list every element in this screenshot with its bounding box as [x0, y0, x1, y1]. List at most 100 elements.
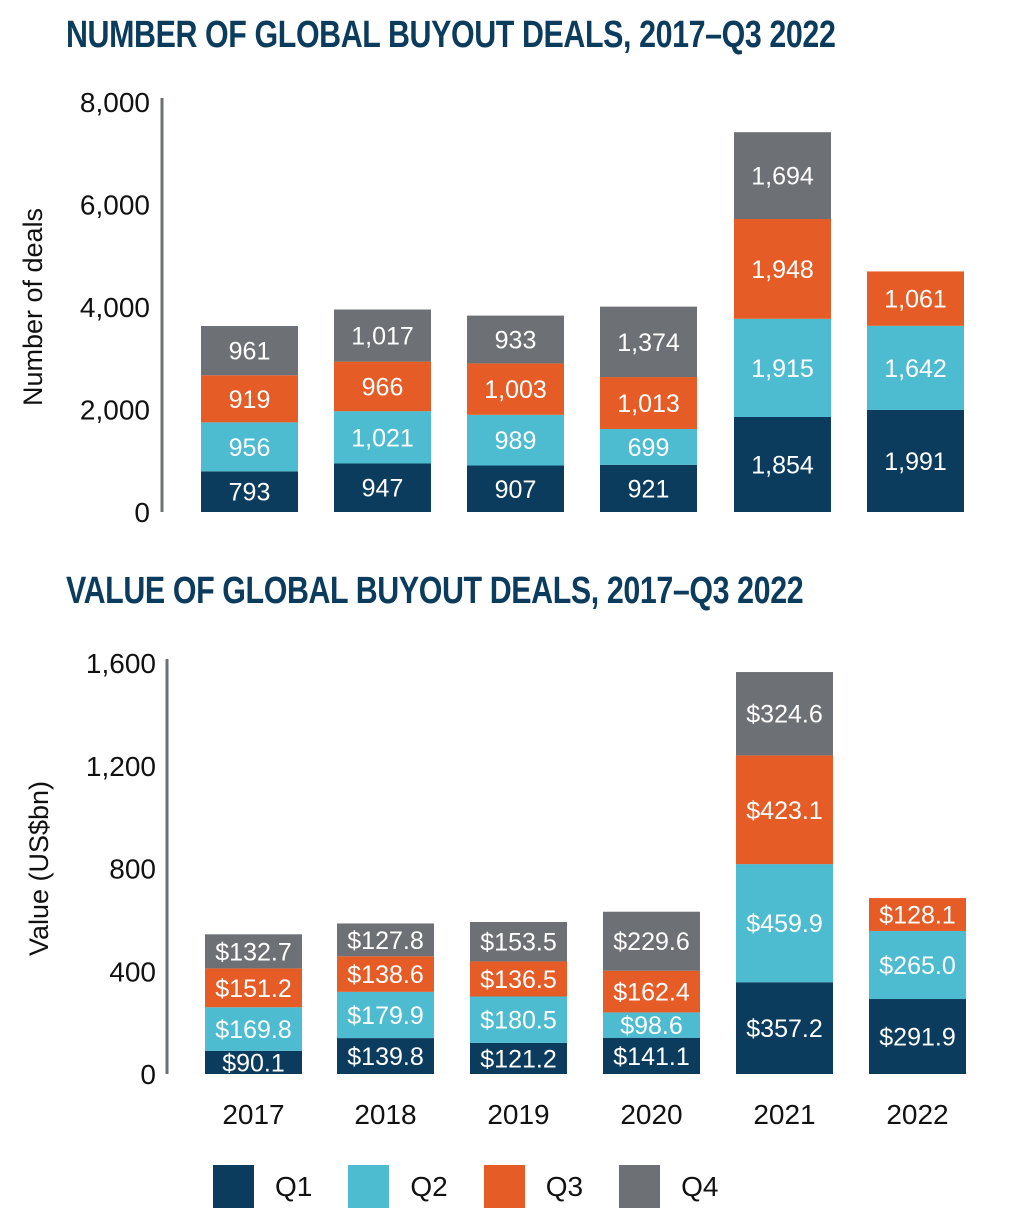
legend-item-q4: Q4 [619, 1165, 718, 1208]
bar-data-label: $139.8 [347, 1043, 423, 1071]
bar-data-label: $121.2 [480, 1045, 556, 1073]
bar-2020-q3 [603, 970, 700, 1013]
bar-data-label: 961 [229, 338, 271, 366]
x-category-label: 2022 [886, 1099, 948, 1130]
bar-data-label: 1,694 [751, 163, 814, 191]
bar-2017-q1 [201, 471, 298, 512]
bar-2021-q2 [734, 318, 831, 417]
y-tick-label: 0 [140, 1059, 156, 1090]
x-category-label: 2019 [487, 1099, 549, 1130]
bar-2018-q2 [337, 991, 434, 1039]
bar-data-label: 907 [495, 476, 537, 504]
bar-2017-q2 [205, 1007, 302, 1051]
bar-2018-q3 [337, 956, 434, 992]
legend-item-q1: Q1 [213, 1165, 312, 1208]
bar-2021-q2 [736, 864, 833, 983]
bar-data-label: 921 [628, 475, 670, 503]
bar-2021-q1 [734, 416, 831, 512]
bar-data-label: 1,017 [351, 323, 414, 351]
bar-data-label: 919 [229, 386, 271, 414]
bar-data-label: $98.6 [620, 1012, 683, 1040]
bar-2021-q3 [736, 755, 833, 865]
legend-item-q2: Q2 [348, 1165, 448, 1208]
bar-2018-q4 [334, 309, 431, 362]
bar-data-label: $153.5 [480, 929, 556, 957]
bar-2017-q4 [205, 934, 302, 969]
legend-label-q1: Q1 [275, 1170, 313, 1202]
bar-data-label: $132.7 [215, 938, 291, 966]
bar-2019-q4 [470, 922, 567, 962]
y-tick-label: 4,000 [80, 292, 150, 323]
bar-2022-q2 [867, 325, 964, 410]
legend-swatch-q1 [213, 1165, 254, 1208]
legend-label-q4: Q4 [681, 1170, 719, 1202]
bar-2020-q1 [603, 1037, 700, 1074]
y-tick-label: 2,000 [80, 395, 150, 426]
bar-data-label: 1,013 [617, 390, 680, 418]
bar-data-label: 956 [229, 434, 271, 462]
deal-value-chart: 0 400 800 1,200 1,600 Value (US$bn) $90.1 $169.… [24, 648, 966, 1130]
bar-data-label: 699 [628, 434, 670, 462]
x-category-label: 2020 [620, 1099, 682, 1130]
bar-2021-q4 [734, 132, 831, 220]
bar-2020-q3 [600, 377, 697, 429]
bar-data-label: $127.8 [347, 927, 423, 955]
bar-data-label: $324.6 [746, 701, 822, 729]
bar-2017-q3 [205, 968, 302, 1008]
y-tick-label: 6,000 [80, 190, 150, 221]
legend-swatch-q4 [619, 1165, 661, 1208]
bar-data-label: 947 [362, 475, 404, 503]
bar-2020-q2 [603, 1012, 700, 1038]
bar-2019-q1 [470, 1042, 567, 1074]
bar-2019-q3 [467, 363, 564, 415]
legend-item-q3: Q3 [483, 1165, 583, 1208]
bar-2019-q2 [470, 996, 567, 1043]
bar-data-label: $357.2 [746, 1015, 822, 1043]
bar-2022-q1 [869, 999, 966, 1074]
bar-data-label: $291.9 [879, 1024, 955, 1052]
y-axis-label: Value (US$bn) [24, 781, 54, 956]
bar-data-label: 1,991 [884, 448, 947, 476]
bar-2021-q4 [736, 672, 833, 756]
x-category-label: 2021 [753, 1099, 815, 1130]
bar-2021-q1 [736, 982, 833, 1074]
bar-data-label: 1,061 [884, 286, 947, 314]
bar-data-label: $90.1 [222, 1049, 285, 1077]
deal-count-chart: 0 2,000 4,000 6,000 8,000 Number of deals 793 9… [18, 87, 964, 528]
bar-2019-q2 [467, 414, 564, 466]
bar-data-label: $423.1 [746, 797, 822, 825]
bar-2018-q1 [334, 463, 431, 512]
y-axis-label: Number of deals [18, 208, 48, 406]
x-category-label: 2017 [222, 1099, 284, 1130]
y-tick-label: 800 [109, 854, 156, 885]
chart-title-deal-count: NUMBER OF GLOBAL BUYOUT DEALS, 2017–Q3 2… [66, 14, 836, 56]
bar-data-label: 989 [495, 427, 537, 455]
x-category-label: 2018 [354, 1099, 416, 1130]
bar-data-label: 1,948 [751, 256, 814, 284]
bar-data-label: 793 [229, 479, 271, 507]
bar-data-label: $265.0 [879, 952, 955, 980]
bar-2020-q2 [600, 428, 697, 465]
bar-2018-q3 [334, 361, 431, 412]
bar-2019-q4 [467, 315, 564, 364]
legend-swatch-q2 [348, 1165, 390, 1208]
legend: Q1 Q2 Q3 Q4 [213, 1165, 754, 1208]
bar-2018-q4 [337, 923, 434, 957]
y-tick-label: 0 [134, 497, 150, 528]
bar-2019-q1 [467, 465, 564, 512]
bar-data-label: 1,374 [617, 329, 680, 357]
bar-2017-q3 [201, 375, 298, 423]
legend-label-q2: Q2 [410, 1170, 448, 1202]
bar-data-label: $229.6 [613, 928, 689, 956]
chart-title-deal-value: VALUE OF GLOBAL BUYOUT DEALS, 2017–Q3 20… [66, 570, 804, 612]
y-tick-label: 1,200 [86, 751, 156, 782]
bar-2021-q3 [734, 219, 831, 319]
y-tick-label: 400 [109, 956, 156, 987]
bar-2020-q4 [600, 306, 697, 378]
bar-data-label: 1,021 [351, 424, 414, 452]
bar-2022-q2 [869, 930, 966, 1000]
bar-data-label: 1,854 [751, 451, 814, 479]
bar-2019-q3 [470, 961, 567, 997]
bar-2018-q1 [337, 1038, 434, 1074]
